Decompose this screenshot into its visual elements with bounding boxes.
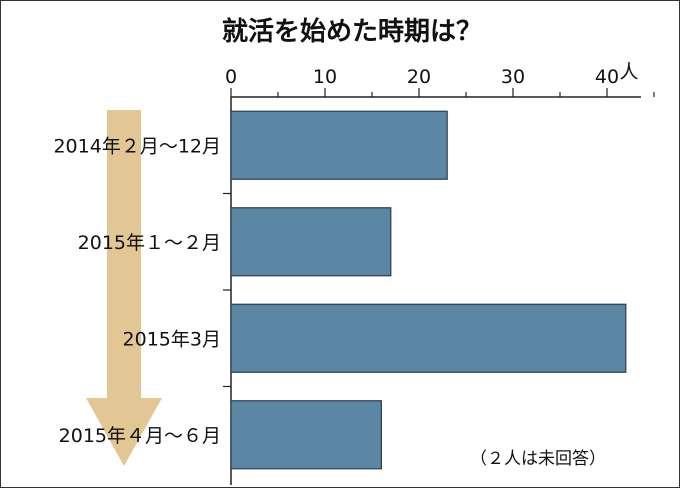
x-unit-label: 人 [619, 61, 638, 83]
bar [230, 207, 392, 277]
x-tick-label: 30 [501, 66, 525, 88]
x-tick-label: 10 [313, 66, 337, 88]
category-label: 2015年４月～６月 [59, 425, 221, 447]
bar [230, 303, 627, 373]
x-tick-label: 40 [595, 66, 619, 88]
category-labels: 2014年２月～12月 2015年１～２月 2015年3月 2015年４月～６月 [53, 135, 221, 447]
timeline-arrow-icon [86, 110, 162, 466]
chart-note: （２人は未回答） [470, 449, 606, 469]
bar [230, 110, 448, 180]
chart-title: 就活を始めた時期は？ [222, 17, 482, 47]
x-tick-label: 20 [407, 66, 431, 88]
bar [230, 400, 382, 470]
bars [230, 110, 627, 470]
x-tick-label: 0 [225, 66, 237, 88]
category-label: 2015年１～２月 [78, 232, 221, 254]
category-label: 2014年２月～12月 [53, 135, 221, 157]
category-label: 2015年3月 [123, 328, 221, 350]
